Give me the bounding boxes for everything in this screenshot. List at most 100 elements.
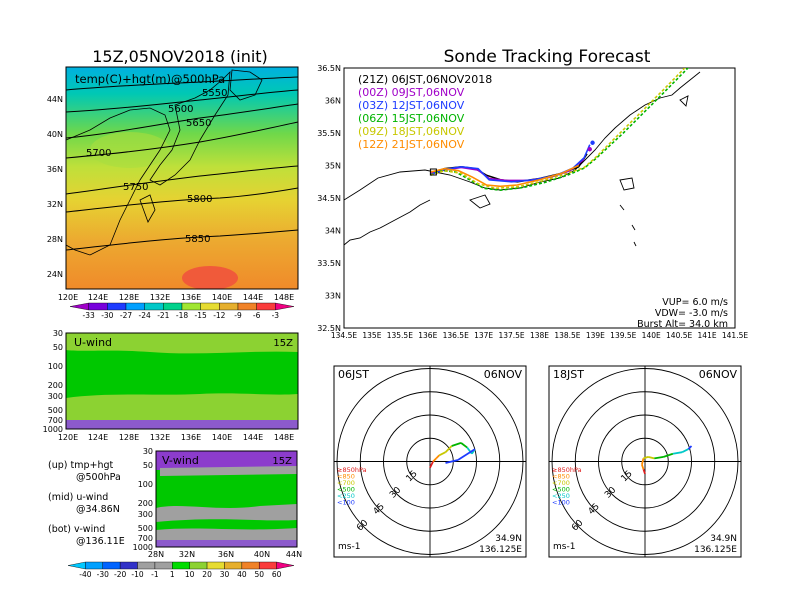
level-legend-entry: <850 — [337, 473, 355, 481]
colorbar-swatch — [102, 561, 121, 570]
colorbar-swatch — [88, 302, 108, 311]
uwind-band — [66, 420, 298, 429]
hodograph-segment — [641, 458, 645, 465]
legend-entry: (06Z) 15JST,06NOV — [358, 112, 465, 125]
lat-tick-label: 40N — [254, 550, 270, 559]
lon-tick-label: 136E — [418, 331, 437, 340]
tracking-title: Sonde Tracking Forecast — [444, 47, 651, 67]
colorbar-swatch — [256, 302, 276, 311]
vwind-band — [156, 504, 297, 522]
hodograph-segment — [435, 454, 440, 460]
lat-tick-label: 32.5N — [317, 324, 341, 333]
colorbar-swatch — [259, 561, 277, 570]
colorbar-label: 10 — [185, 570, 195, 579]
track-line — [430, 164, 579, 188]
hodograph-segment — [460, 442, 468, 449]
vwind-time: 15Z — [272, 456, 292, 467]
hodograph-lat: 34.9N — [495, 534, 522, 544]
pressure-tick: 30 — [53, 329, 63, 338]
lat-tick-label: 33.5N — [317, 259, 341, 268]
colorbar-label: -15 — [195, 311, 207, 320]
lon-tick-label: 128E — [119, 293, 139, 302]
pressure-tick: 100 — [138, 480, 153, 489]
lat-tick-label: 36N — [47, 165, 63, 174]
level-legend-entry: <700 — [552, 479, 570, 487]
pressure-tick: 500 — [138, 524, 153, 533]
colorbar-swatch — [189, 561, 208, 570]
info-line: VDW= -3.0 m/s — [655, 308, 728, 319]
pressure-tick: 300 — [48, 392, 63, 401]
colorbar-swatch — [85, 561, 103, 570]
lon-tick-label: 140E — [212, 293, 232, 302]
track-lat-ticks: 36.5N 36N 35.5N 35N 34.5N 34N 33.5N 33N 32.5N — [317, 64, 341, 333]
lon-tick-label: 148E — [274, 293, 294, 302]
map-lat-ticks: 44N 40N 36N 32N 28N 24N — [47, 95, 63, 279]
lon-tick-label: 141E — [698, 331, 717, 340]
lon-tick-label: 135E — [362, 331, 381, 340]
hodograph-date: 06NOV — [699, 368, 738, 381]
lon-tick-label: 144E — [243, 293, 263, 302]
uwind-time: 15Z — [273, 338, 293, 349]
note-line: (up) tmp+hgt — [48, 460, 114, 471]
hodograph-segment — [432, 457, 437, 463]
legend-entry: (03Z) 12JST,06NOV — [358, 99, 465, 112]
colorbar-label: 50 — [254, 570, 264, 579]
vwind-band — [156, 540, 297, 547]
lon-tick-label: 128E — [119, 433, 139, 442]
lon-tick-label: 137E — [474, 331, 493, 340]
lon-tick-label: 134.5E — [331, 331, 357, 340]
lon-tick-label: 120E — [58, 433, 78, 442]
hodograph-segment — [687, 445, 693, 450]
lat-tick-label: 32N — [47, 200, 63, 209]
colorbar-swatch — [107, 302, 127, 311]
note-line: @500hPa — [76, 472, 121, 483]
hodograph-segment — [654, 455, 664, 460]
lon-tick-label: 138E — [530, 331, 549, 340]
lat-tick-label: 44N — [286, 550, 302, 559]
colorbar-label: -12 — [213, 311, 225, 320]
pressure-tick: 300 — [138, 510, 153, 519]
track-line — [430, 144, 591, 183]
lon-tick-label: 132E — [150, 433, 170, 442]
colorbar-label: -3 — [272, 311, 280, 320]
map-label: temp(C)+hgt(m)@500hPa — [75, 72, 225, 86]
pressure-tick: 200 — [48, 381, 63, 390]
tracking-coastline — [344, 71, 701, 247]
hodograph-lat: 34.9N — [710, 534, 737, 544]
colorbar-swatch — [154, 561, 173, 570]
lat-tick-label: 35.5N — [317, 129, 341, 138]
hodograph-time: 06JST — [338, 368, 369, 381]
launch-site-marker — [429, 168, 437, 176]
level-legend-entry: <250 — [552, 492, 570, 500]
tracking-frame — [343, 67, 736, 329]
hodograph-time: 18JST — [553, 368, 584, 381]
lon-tick-label: 132E — [150, 293, 170, 302]
map-lon-ticks: 120E 124E 128E 132E 136E 140E 144E 148E — [58, 293, 294, 302]
level-legend-entry: <850 — [552, 473, 570, 481]
colorbar-swatch — [163, 302, 183, 311]
hodograph-segment — [444, 445, 453, 453]
colorbar-label: -6 — [253, 311, 261, 320]
lat-tick-label: 36.5N — [317, 64, 341, 73]
track-info: VUP= 6.0 m/s VDW= -3.0 m/s Burst Alt= 34… — [637, 297, 728, 330]
lat-tick-label: 36N — [218, 550, 234, 559]
track-lon-ticks: 134.5E 135E 135.5E 136E 136.5E 137E 137.5E 138E… — [331, 331, 748, 340]
level-legend-entry: <500 — [337, 486, 355, 494]
hodograph-lon: 136.125E — [479, 545, 522, 555]
colorbar-label: -9 — [234, 311, 242, 320]
colorbar-swatch — [69, 302, 89, 311]
lon-tick-label: 148E — [274, 433, 294, 442]
hodograph-lon: 136.125E — [694, 545, 737, 555]
level-legend-entry: <700 — [337, 479, 355, 487]
note-line: @34.86N — [76, 504, 120, 515]
lat-tick-label: 35N — [325, 162, 341, 171]
pressure-tick: 50 — [53, 343, 63, 352]
hodograph-unit: ms-1 — [338, 542, 360, 552]
lat-tick-label: 32N — [179, 550, 195, 559]
colorbar-label: -10 — [131, 570, 143, 579]
colorbar-label: 20 — [202, 570, 212, 579]
contour-label: 5550 — [202, 88, 227, 99]
lon-tick-label: 124E — [88, 293, 108, 302]
contour-label: 5600 — [168, 104, 193, 115]
